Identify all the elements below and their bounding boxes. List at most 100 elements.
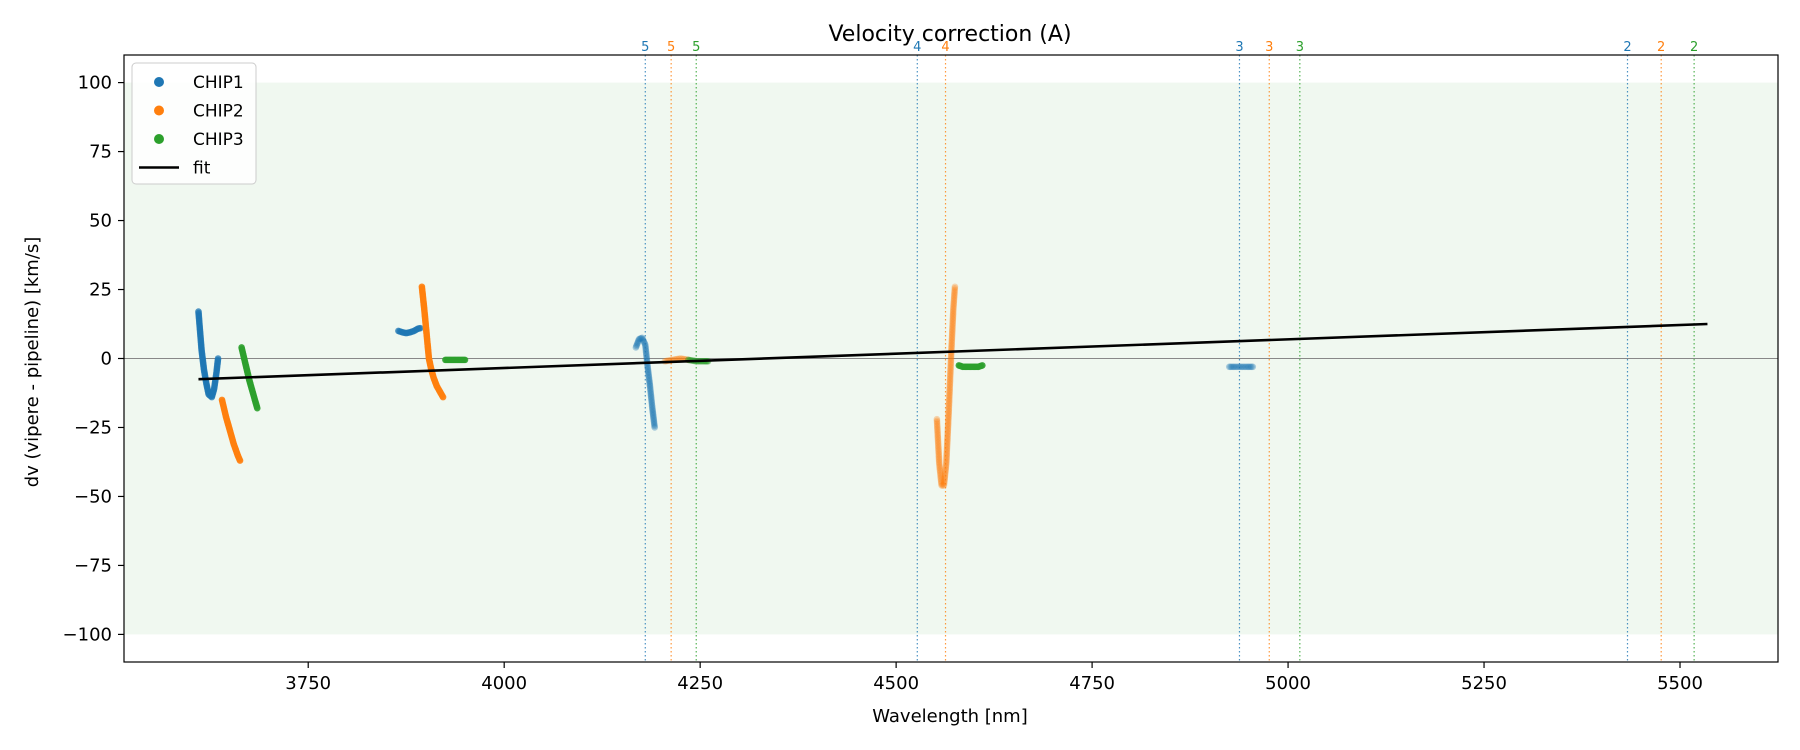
order-label: 4 xyxy=(913,40,921,55)
data-point xyxy=(943,441,951,449)
data-point xyxy=(1236,363,1243,371)
data-point xyxy=(944,438,951,445)
order-label: 5 xyxy=(667,40,675,55)
data-point xyxy=(946,372,954,380)
data-point xyxy=(945,416,952,424)
data-point xyxy=(946,378,954,386)
data-point xyxy=(640,338,648,346)
data-point xyxy=(934,425,941,432)
data-point xyxy=(935,455,943,462)
data-point xyxy=(948,338,956,345)
data-point xyxy=(649,410,657,418)
order-label: 5 xyxy=(641,40,649,55)
data-point xyxy=(935,449,942,456)
data-point xyxy=(645,376,653,384)
data-point xyxy=(942,464,950,472)
legend: CHIP1 CHIP2 CHIP3 fit xyxy=(131,62,257,185)
data-point xyxy=(944,425,952,433)
data-point xyxy=(945,405,953,413)
data-point xyxy=(214,355,222,362)
data-point xyxy=(948,331,956,339)
data-point xyxy=(945,407,953,414)
data-point xyxy=(646,381,654,388)
data-point xyxy=(936,469,944,477)
data-point xyxy=(948,344,955,351)
data-point xyxy=(949,324,956,331)
data-point xyxy=(439,393,447,401)
data-point xyxy=(935,452,943,459)
data-point xyxy=(642,342,649,350)
legend-marker xyxy=(154,134,164,144)
data-point xyxy=(950,305,957,313)
data-point xyxy=(637,334,645,342)
data-point xyxy=(946,393,953,400)
data-point xyxy=(944,429,952,436)
data-point xyxy=(945,404,953,411)
data-point xyxy=(644,366,652,374)
data-point xyxy=(934,431,942,439)
data-point xyxy=(635,335,643,343)
data-point xyxy=(641,340,648,347)
data-point xyxy=(935,450,943,458)
data-point xyxy=(945,413,952,421)
data-point xyxy=(942,463,950,470)
data-point xyxy=(946,385,954,392)
data-point xyxy=(949,308,957,316)
data-point xyxy=(1240,363,1248,371)
x-tick-label: 5000 xyxy=(1265,673,1311,694)
data-point xyxy=(941,472,949,480)
data-point xyxy=(947,356,955,364)
data-point xyxy=(934,441,942,448)
data-point xyxy=(945,399,953,406)
data-point xyxy=(933,415,941,423)
data-point xyxy=(946,386,953,394)
data-point xyxy=(950,303,957,311)
data-point xyxy=(941,475,948,483)
data-point xyxy=(933,420,941,428)
data-point xyxy=(940,482,948,489)
data-point xyxy=(943,447,951,455)
data-point xyxy=(948,341,955,348)
data-point xyxy=(1237,363,1245,371)
data-point xyxy=(937,474,945,481)
y-tick-label: −25 xyxy=(74,417,112,438)
data-point xyxy=(935,447,942,455)
y-tick-label: 25 xyxy=(89,280,112,301)
data-point xyxy=(236,457,244,464)
data-point xyxy=(936,467,944,475)
data-point xyxy=(949,322,956,330)
data-point xyxy=(649,407,657,415)
data-point xyxy=(937,478,945,486)
data-point xyxy=(1244,363,1251,371)
data-point xyxy=(944,424,952,431)
data-point xyxy=(950,300,957,308)
chart-title: Velocity correction (A) xyxy=(828,22,1071,47)
data-point xyxy=(947,352,955,359)
data-point xyxy=(936,464,944,472)
data-point xyxy=(934,433,942,440)
data-point xyxy=(645,372,653,379)
data-point xyxy=(941,477,948,484)
data-point xyxy=(943,449,951,456)
data-point xyxy=(1246,363,1254,371)
data-point xyxy=(942,461,950,469)
data-point xyxy=(948,339,956,347)
data-point xyxy=(650,415,657,422)
legend-label: CHIP2 xyxy=(193,102,244,122)
order-lines-layer: 5 5 5 4 4 3 3 3 2 2 2 xyxy=(641,40,1698,662)
data-point xyxy=(1245,363,1252,371)
data-point xyxy=(947,369,954,376)
data-point xyxy=(640,337,647,344)
data-point xyxy=(935,445,942,453)
data-point xyxy=(948,333,956,341)
data-point xyxy=(951,288,958,295)
data-point xyxy=(1231,363,1239,371)
data-point xyxy=(649,406,656,413)
data-point xyxy=(935,458,943,466)
data-point xyxy=(941,469,949,477)
data-point xyxy=(946,388,953,395)
data-point xyxy=(648,400,656,407)
legend-marker xyxy=(154,77,164,87)
data-point xyxy=(950,296,958,303)
data-point xyxy=(650,418,658,425)
